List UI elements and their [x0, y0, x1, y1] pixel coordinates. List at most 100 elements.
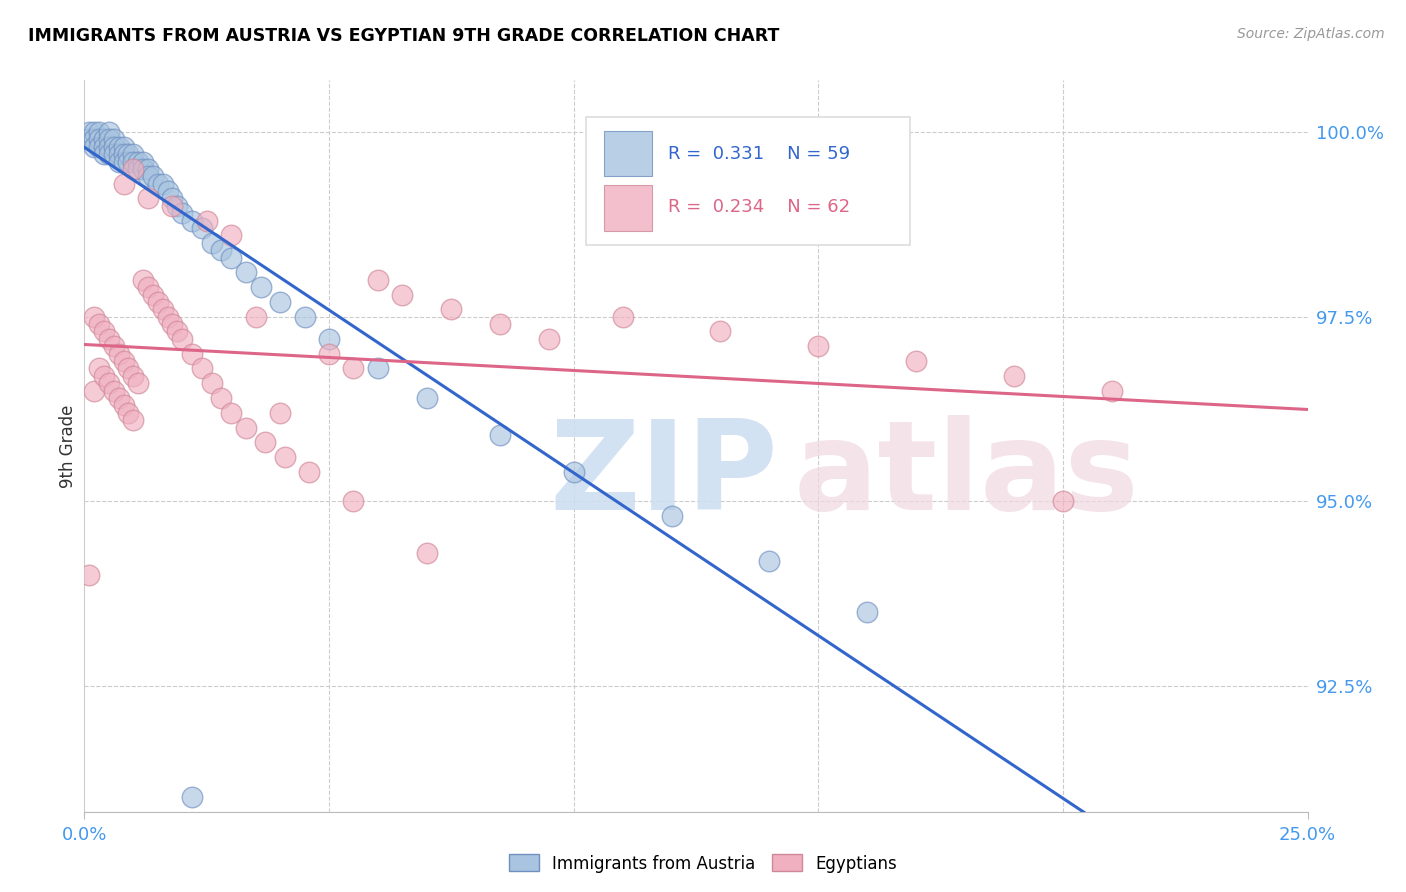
Point — [112, 147, 135, 161]
Point — [103, 339, 125, 353]
Text: IMMIGRANTS FROM AUSTRIA VS EGYPTIAN 9TH GRADE CORRELATION CHART: IMMIGRANTS FROM AUSTRIA VS EGYPTIAN 9TH … — [28, 27, 779, 45]
Point — [209, 244, 232, 258]
Point — [132, 273, 155, 287]
FancyBboxPatch shape — [605, 186, 652, 231]
Point — [209, 391, 232, 405]
Point — [136, 192, 159, 206]
Point — [83, 132, 105, 146]
FancyBboxPatch shape — [605, 131, 652, 177]
Point — [87, 125, 110, 139]
Point — [107, 140, 129, 154]
Point — [87, 140, 110, 154]
Point — [367, 361, 389, 376]
Point — [342, 361, 364, 376]
Point — [235, 265, 257, 279]
Point — [156, 184, 179, 198]
Point — [367, 273, 389, 287]
Point — [219, 406, 242, 420]
Point — [195, 213, 218, 227]
Point — [274, 450, 297, 464]
Point — [191, 221, 214, 235]
Point — [1052, 494, 1074, 508]
Point — [249, 280, 271, 294]
Point — [103, 140, 125, 154]
Point — [318, 332, 340, 346]
Point — [489, 428, 512, 442]
Text: R =  0.331    N = 59: R = 0.331 N = 59 — [668, 145, 851, 162]
Point — [181, 789, 204, 804]
Point — [162, 317, 184, 331]
Point — [112, 354, 135, 368]
Point — [93, 368, 115, 383]
Point — [87, 361, 110, 376]
Point — [132, 154, 155, 169]
Point — [142, 287, 165, 301]
Point — [77, 125, 100, 139]
Point — [117, 147, 139, 161]
Point — [562, 465, 585, 479]
Text: ZIP: ZIP — [550, 415, 778, 536]
Point — [342, 494, 364, 508]
Point — [112, 398, 135, 412]
Point — [142, 169, 165, 184]
Point — [162, 192, 184, 206]
Y-axis label: 9th Grade: 9th Grade — [59, 404, 77, 488]
Point — [97, 140, 120, 154]
Point — [440, 302, 463, 317]
Point — [107, 154, 129, 169]
Point — [181, 213, 204, 227]
Point — [298, 465, 321, 479]
Point — [245, 310, 267, 324]
Point — [127, 161, 149, 176]
Point — [127, 154, 149, 169]
Point — [219, 228, 242, 243]
Point — [103, 384, 125, 398]
Point — [83, 310, 105, 324]
Point — [318, 346, 340, 360]
Point — [416, 391, 439, 405]
Point — [97, 125, 120, 139]
Point — [181, 346, 204, 360]
Point — [162, 199, 184, 213]
Point — [191, 361, 214, 376]
Point — [136, 280, 159, 294]
Point — [416, 546, 439, 560]
Point — [83, 140, 105, 154]
Point — [93, 147, 115, 161]
Point — [391, 287, 413, 301]
Point — [136, 169, 159, 184]
Text: Source: ZipAtlas.com: Source: ZipAtlas.com — [1237, 27, 1385, 41]
Point — [269, 294, 291, 309]
Point — [219, 251, 242, 265]
FancyBboxPatch shape — [586, 117, 910, 244]
Point — [77, 568, 100, 582]
Point — [905, 354, 928, 368]
Point — [93, 140, 115, 154]
Point — [166, 199, 188, 213]
Point — [152, 302, 174, 317]
Point — [97, 147, 120, 161]
Text: atlas: atlas — [794, 415, 1140, 536]
Point — [112, 177, 135, 191]
Point — [200, 376, 222, 391]
Point — [856, 605, 879, 619]
Point — [97, 376, 120, 391]
Point — [87, 132, 110, 146]
Point — [97, 332, 120, 346]
Point — [117, 154, 139, 169]
Point — [107, 346, 129, 360]
Point — [235, 420, 257, 434]
Point — [200, 235, 222, 250]
Point — [122, 147, 145, 161]
Point — [661, 509, 683, 524]
Point — [87, 317, 110, 331]
Point — [146, 177, 169, 191]
Point — [112, 154, 135, 169]
Point — [103, 132, 125, 146]
Legend: Immigrants from Austria, Egyptians: Immigrants from Austria, Egyptians — [502, 847, 904, 880]
Point — [254, 435, 277, 450]
Point — [294, 310, 316, 324]
Point — [117, 406, 139, 420]
Point — [77, 132, 100, 146]
Point — [97, 132, 120, 146]
